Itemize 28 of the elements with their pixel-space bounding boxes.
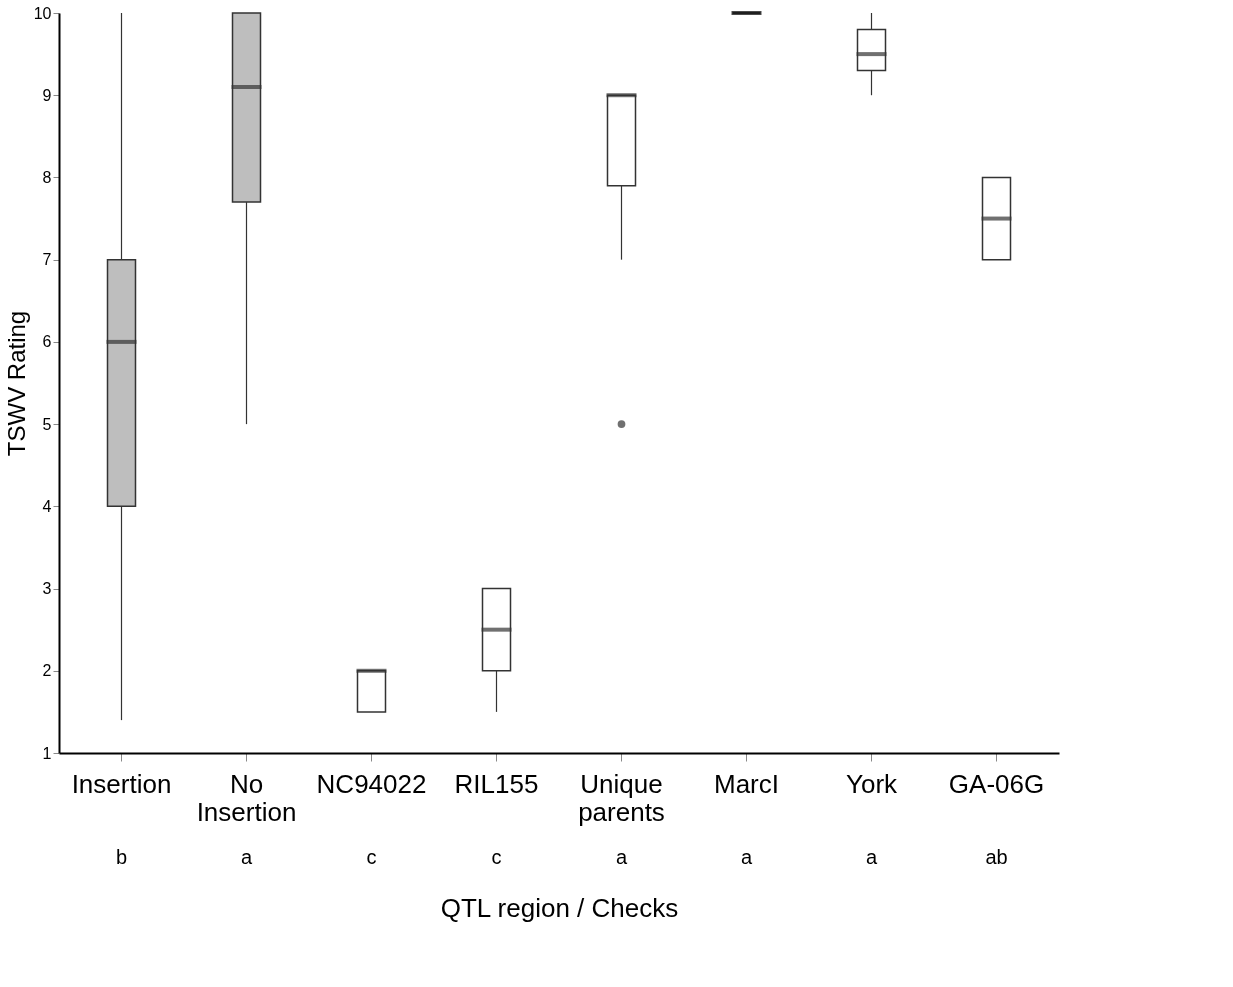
x-tick-label: York <box>845 768 899 799</box>
x-tick-label: MarcI <box>714 768 779 799</box>
text: a <box>240 846 253 868</box>
text: a <box>740 846 753 868</box>
x-tick-label: No Insertion <box>196 768 297 827</box>
y-tick-label: 10 <box>33 4 52 22</box>
y-tick-label: 2 <box>42 662 52 680</box>
text: b <box>115 846 128 868</box>
y-tick-label: 9 <box>42 86 52 104</box>
y-tick-label: 6 <box>42 333 52 351</box>
y-axis-title: TSWV Rating <box>2 310 30 457</box>
y-tick-label: 7 <box>42 251 52 269</box>
y-tick-label: 4 <box>42 497 52 515</box>
text: ab <box>985 846 1008 868</box>
x-tick-label: RIL155 <box>454 768 539 799</box>
text: a <box>865 846 878 868</box>
y-tick-label: 5 <box>42 415 52 433</box>
x-tick-label: GA-06G <box>948 768 1045 799</box>
x-tick-label: Unique parents <box>578 768 665 827</box>
x-tick-label: Insertion <box>71 768 172 799</box>
text: a <box>615 846 628 868</box>
y-tick-label: 3 <box>42 580 52 598</box>
x-axis-title: QTL region / Checks <box>440 892 679 923</box>
text: c <box>491 846 502 868</box>
text: c <box>366 846 377 868</box>
x-tick-label: NC94022 <box>316 768 427 799</box>
y-tick-label: 8 <box>42 168 52 186</box>
y-tick-label: 1 <box>42 744 52 762</box>
